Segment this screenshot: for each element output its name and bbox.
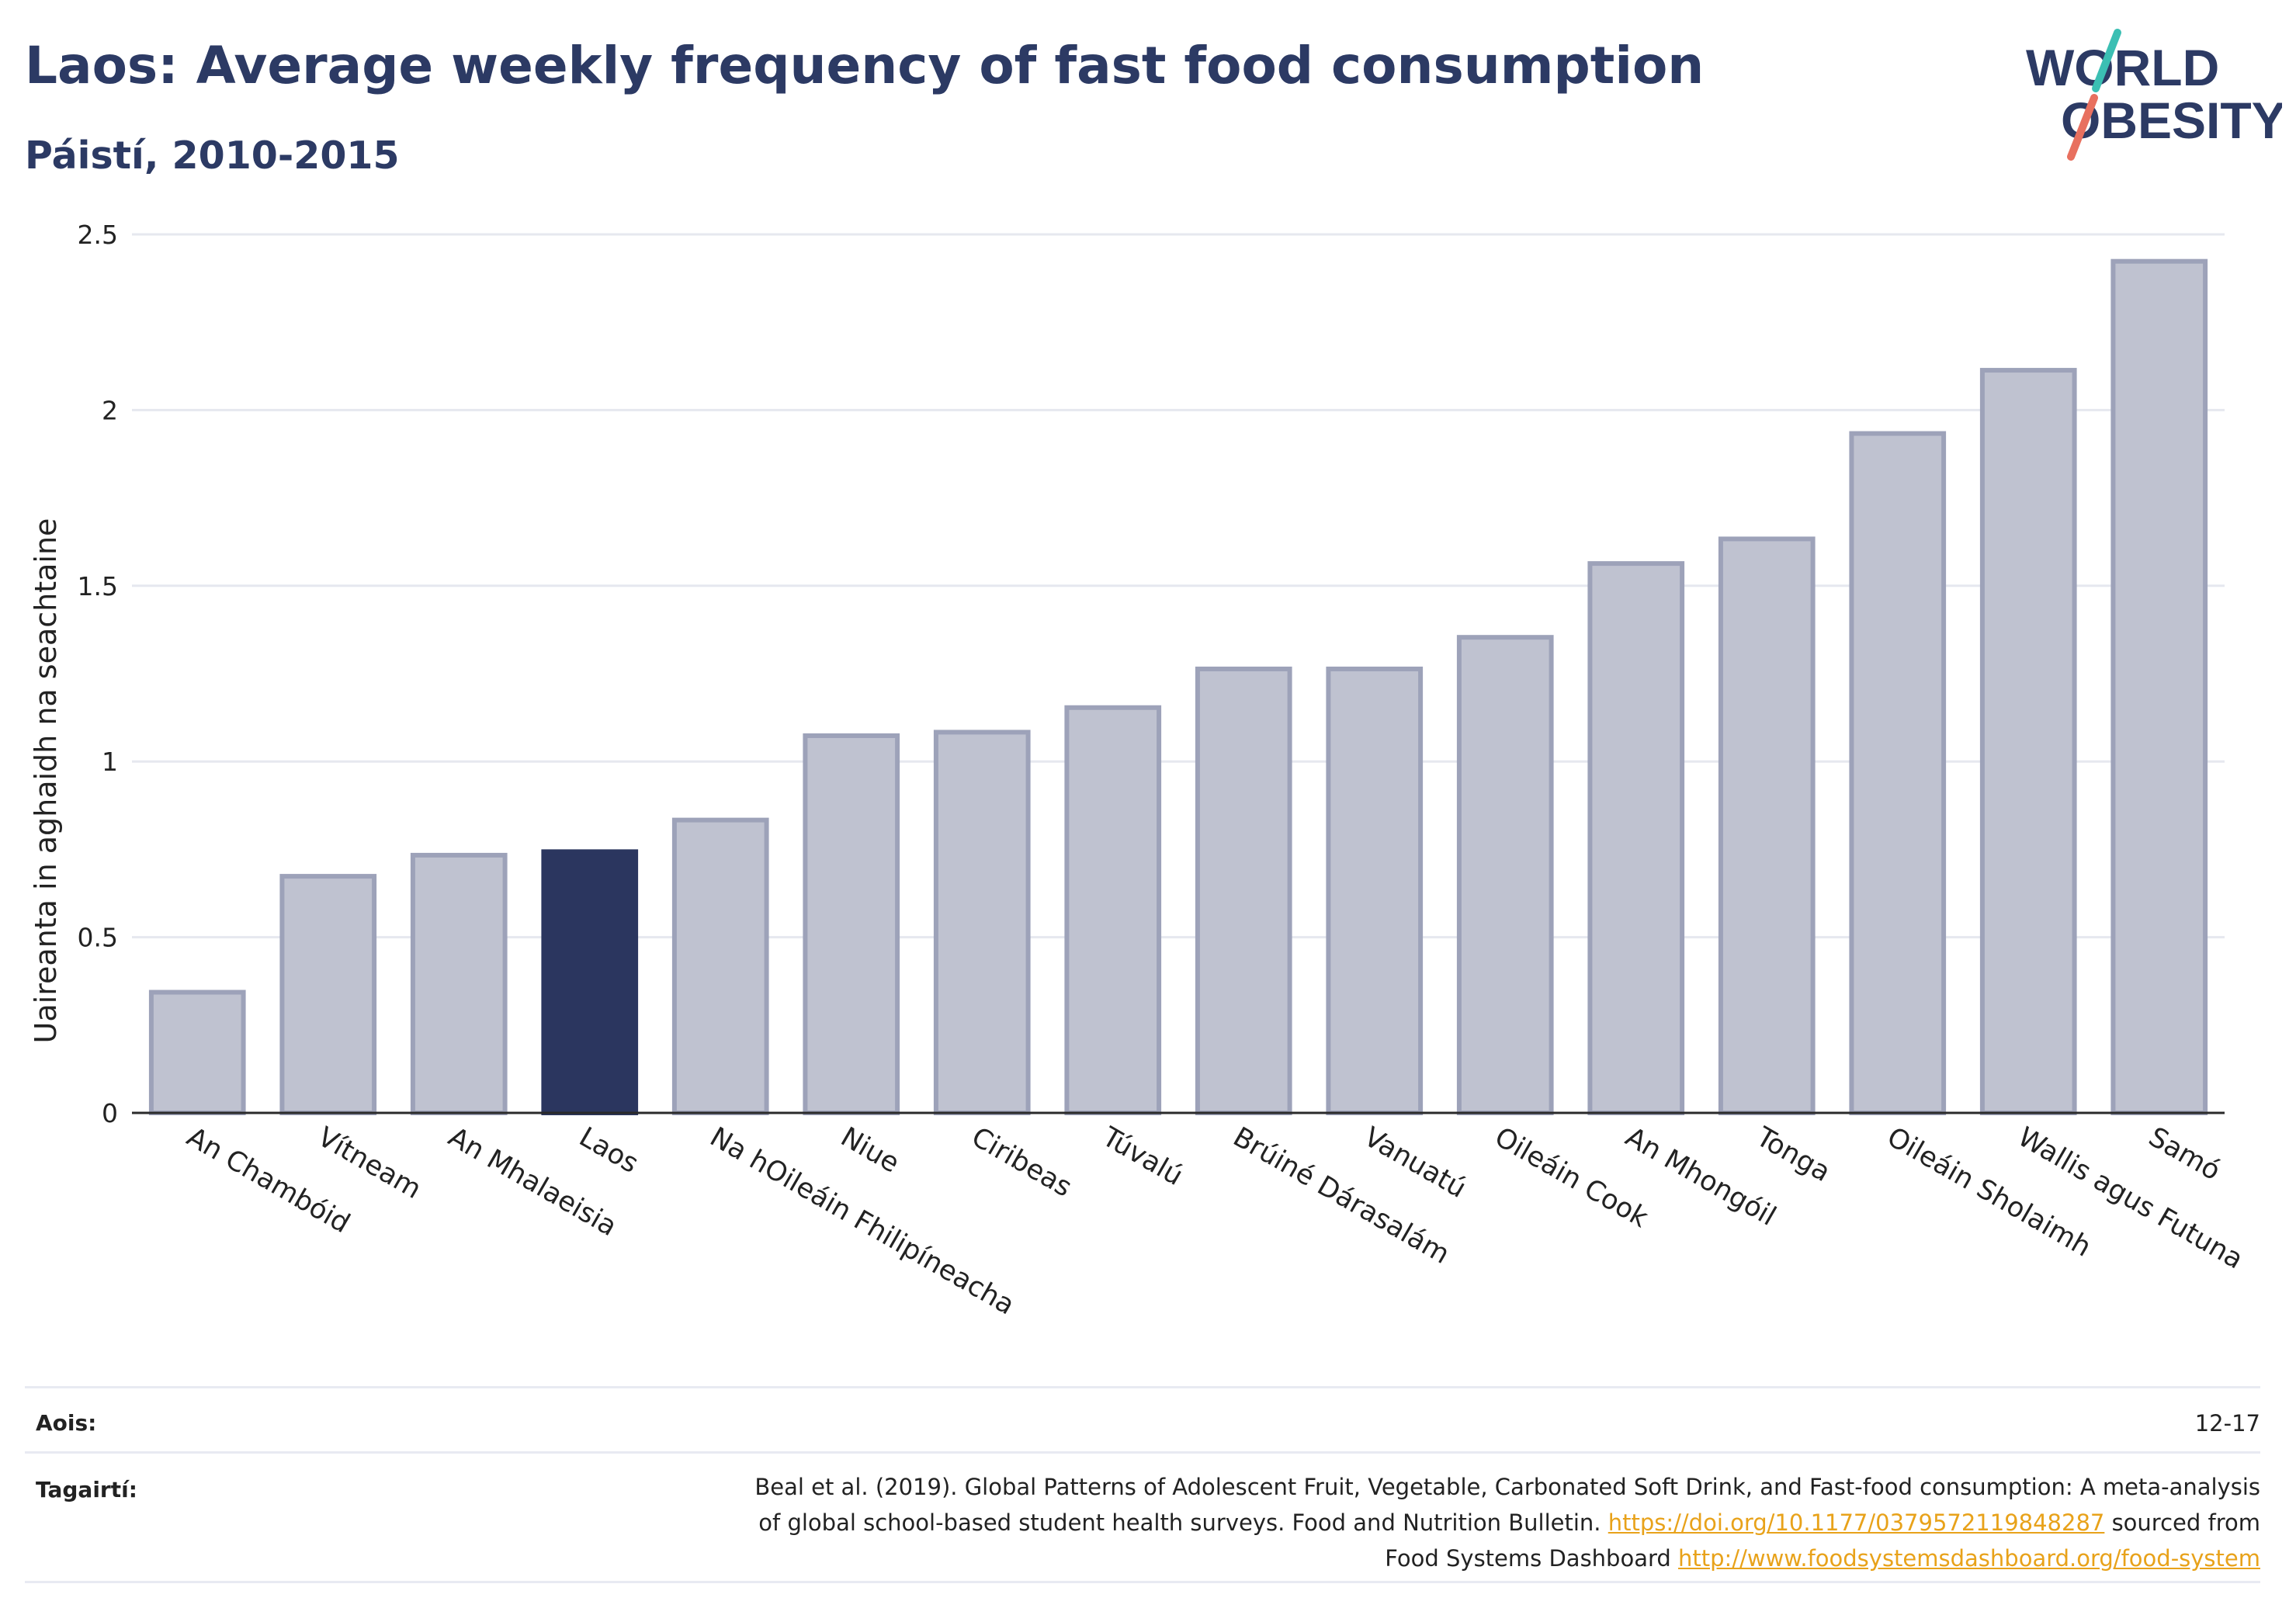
y-tick-label: 2.5 — [78, 220, 118, 250]
world-obesity-logo: WORLD OBESITY — [2026, 29, 2282, 161]
bar — [933, 730, 1031, 1115]
references-line-3-text: Food Systems Dashboard — [1385, 1545, 1671, 1572]
bar — [1849, 431, 1947, 1115]
x-tick-label: Túvalú — [1096, 1121, 1188, 1192]
x-tick-label: Wallis agus Futuna — [2013, 1121, 2249, 1275]
y-tick-label: 1.5 — [78, 571, 118, 601]
doi-link[interactable]: https://doi.org/10.1177/0379572119848287 — [1608, 1509, 2105, 1536]
age-value: 12-17 — [2194, 1410, 2260, 1437]
logo-slash-teal — [2092, 29, 2121, 92]
x-tick-label: Brúiné Dárasalám — [1228, 1121, 1455, 1270]
x-tick-label: Vítneam — [312, 1121, 426, 1205]
bar — [148, 989, 246, 1116]
x-tick-label: Samó — [2143, 1121, 2225, 1187]
bars — [148, 258, 2208, 1116]
references-text: Beal et al. (2019). Global Patterns of A… — [754, 1469, 2260, 1576]
dashboard-link[interactable]: http://www.foodsystemsdashboard.org/food… — [1678, 1545, 2260, 1572]
x-tick-label: Tonga — [1750, 1121, 1836, 1188]
x-tick-label: Ciribeas — [966, 1121, 1077, 1204]
references-line-2: of global school-based student health su… — [754, 1505, 2260, 1541]
bar — [1718, 536, 1816, 1115]
age-label: Aois: — [36, 1410, 97, 1436]
bar — [410, 852, 508, 1115]
bar — [2110, 258, 2208, 1115]
bar — [1326, 666, 1424, 1115]
bar — [1195, 666, 1292, 1115]
y-tick-label: 0 — [102, 1098, 118, 1128]
logo-word-world: WORLD — [2026, 39, 2219, 96]
x-tick-label: Laos — [574, 1121, 643, 1180]
references-line-2-text: of global school-based student health su… — [758, 1509, 1601, 1536]
references-line-2-tail: sourced from — [2111, 1509, 2260, 1536]
bar — [1587, 561, 1685, 1115]
y-axis-label: Uaireanta in aghaidh na seachtaine — [29, 518, 63, 1044]
logo-slash-coral — [2067, 94, 2098, 161]
bar — [1979, 368, 2077, 1115]
x-tick-label: Vanuatú — [1358, 1121, 1471, 1204]
bar — [671, 817, 769, 1115]
references-line-1: Beal et al. (2019). Global Patterns of A… — [754, 1474, 2260, 1500]
references-row: Tagairtí: Beal et al. (2019). Global Pat… — [25, 1451, 2260, 1583]
chart-subtitle: Páistí, 2010-2015 — [25, 133, 400, 178]
bar — [279, 874, 377, 1115]
references-line-3: Food Systems Dashboard http://www.foodsy… — [754, 1541, 2260, 1576]
bar — [803, 733, 900, 1115]
age-row: Aois: 12-17 — [25, 1386, 2260, 1454]
y-tick-label: 1 — [102, 747, 118, 777]
y-tick-label: 2 — [102, 395, 118, 425]
x-tick-label: Niue — [835, 1121, 904, 1179]
y-tick-label: 0.5 — [78, 923, 118, 953]
bar — [1064, 705, 1162, 1115]
chart-title: Laos: Average weekly frequency of fast f… — [25, 36, 1705, 95]
bar — [1456, 635, 1554, 1115]
logo-word-obesity: OBESITY — [2061, 92, 2282, 149]
references-label: Tagairtí: — [36, 1477, 137, 1502]
bar-highlighted — [541, 849, 639, 1116]
